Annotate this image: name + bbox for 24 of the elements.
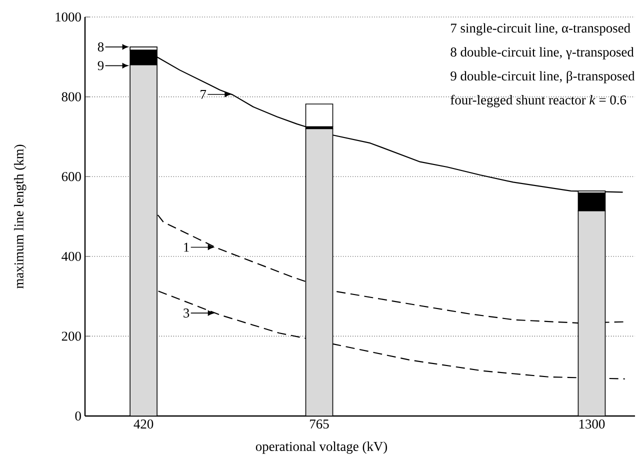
annotation: 1 — [184, 242, 189, 252]
annotation: 7 single-circuit line, α-transposed — [451, 23, 630, 36]
bar — [305, 128, 334, 416]
annotation: four-legged shunt reactor k = 0.6 — [450, 94, 626, 108]
y-tick-label: 400 — [62, 252, 81, 261]
annotation: 7 — [200, 90, 206, 99]
bar — [305, 104, 334, 128]
x-tick-label: 765 — [310, 420, 329, 429]
x-tick-label: 420 — [134, 420, 154, 429]
y-tick-label: 1000 — [56, 12, 81, 22]
annotation: 8 double-circuit line, γ-transposed — [450, 47, 634, 60]
x-tick-label: 1300 — [579, 420, 605, 429]
y-tick-label: 200 — [62, 332, 81, 341]
y-tick-label: 0 — [75, 411, 81, 421]
annotation: 9 double-circuit line, β-transposed — [450, 70, 635, 84]
bar — [130, 64, 158, 416]
y-axis-title: maximum line length (km) — [14, 144, 26, 288]
bar — [578, 210, 606, 416]
annotation: 3 — [184, 308, 190, 318]
y-tick-label: 600 — [62, 172, 81, 182]
annotation: 8 — [98, 42, 104, 52]
y-tick-label: 800 — [62, 92, 81, 102]
x-axis-title: operational voltage (kV) — [256, 442, 388, 454]
annotation: 9 — [98, 61, 104, 70]
